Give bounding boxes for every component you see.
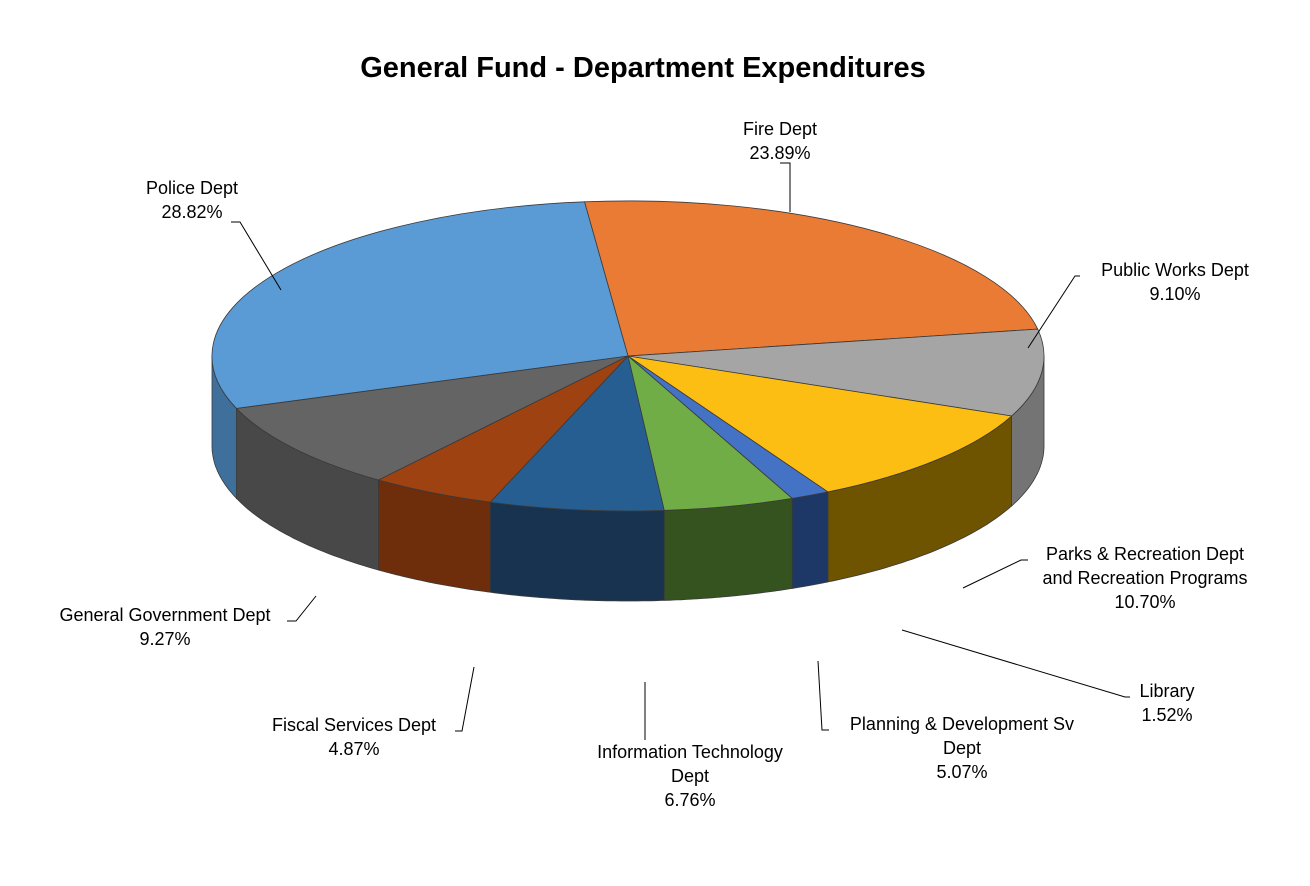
leader-line-fire-dept [780, 162, 791, 212]
slice-label-line: General Government Dept [59, 605, 270, 625]
leader-line-fiscal-services-dept [455, 666, 475, 732]
slice-label-general-government-dept: General Government Dept 9.27% [59, 605, 270, 649]
slice-label-line: 23.89% [749, 143, 810, 163]
slice-label-line: 9.10% [1149, 284, 1200, 304]
pie-side-library [791, 491, 829, 589]
leader-lines [231, 162, 1130, 740]
slice-label-line: 6.76% [664, 790, 715, 810]
pie-tops [211, 200, 1045, 512]
pie-slice-parks-and-recreation-dept-and-recreation-programs [627, 355, 1013, 493]
slice-label-fiscal-services-dept: Fiscal Services Dept 4.87% [272, 715, 436, 759]
slice-label-line: 9.27% [139, 629, 190, 649]
leader-line-parks-and-recreation-dept-and-recreation-programs [962, 559, 1028, 589]
slice-label-parks-and-recreation-dept-and-recreation-programs: Parks & Recreation Dept and Recreation Pr… [1042, 544, 1247, 612]
slice-label-line: Dept [671, 766, 709, 786]
slice-label-police-dept: Police Dept 28.82% [146, 178, 238, 222]
slice-label-library: Library 1.52% [1139, 681, 1194, 725]
slice-label-fire-dept: Fire Dept 23.89% [743, 119, 817, 163]
pie-slice-fire-dept [583, 200, 1039, 357]
pie-side-planning-and-development-sv-dept [663, 497, 793, 601]
slice-label-information-technology-dept: Information Technology Dept 6.76% [597, 742, 783, 810]
slice-label-public-works-dept: Public Works Dept 9.10% [1101, 260, 1249, 304]
slice-label-line: Police Dept [146, 178, 238, 198]
pie-side-information-technology-dept [489, 501, 665, 602]
slice-labels: Fire Dept 23.89% Public Works Dept 9.10% Par… [59, 119, 1248, 810]
slice-label-line: Information Technology [597, 742, 783, 762]
pie-slice-public-works-dept [627, 328, 1045, 417]
leader-line-police-dept [231, 221, 282, 291]
chart-title: General Fund - Department Expenditures [360, 52, 926, 84]
slice-label-line: and Recreation Programs [1042, 568, 1247, 588]
slice-label-line: Fiscal Services Dept [272, 715, 436, 735]
leader-line-general-government-dept [287, 595, 317, 622]
leader-line-planning-and-development-sv-dept [817, 660, 829, 731]
slice-label-line: Planning & Development Sv [850, 714, 1074, 734]
slice-label-line: Parks & Recreation Dept [1046, 544, 1244, 564]
leader-line-public-works-dept [1027, 275, 1080, 349]
slice-label-line: 28.82% [161, 202, 222, 222]
slice-label-planning-and-development-sv-dept: Planning & Development Sv Dept 5.07% [850, 714, 1074, 782]
slice-label-line: Dept [943, 738, 981, 758]
pie-slice-police-dept [211, 201, 629, 409]
slice-label-line: 10.70% [1114, 592, 1175, 612]
pie-slice-general-government-dept [235, 355, 629, 481]
leader-line-library [901, 629, 1130, 698]
slice-label-line: 4.87% [328, 739, 379, 759]
pie-slice-information-technology-dept [489, 355, 665, 512]
slice-label-line: Library [1139, 681, 1194, 701]
slice-label-line: Fire Dept [743, 119, 817, 139]
slice-label-line: 1.52% [1141, 705, 1192, 725]
slice-label-line: 5.07% [936, 762, 987, 782]
pie-sides [211, 356, 1045, 602]
slice-label-line: Public Works Dept [1101, 260, 1249, 280]
